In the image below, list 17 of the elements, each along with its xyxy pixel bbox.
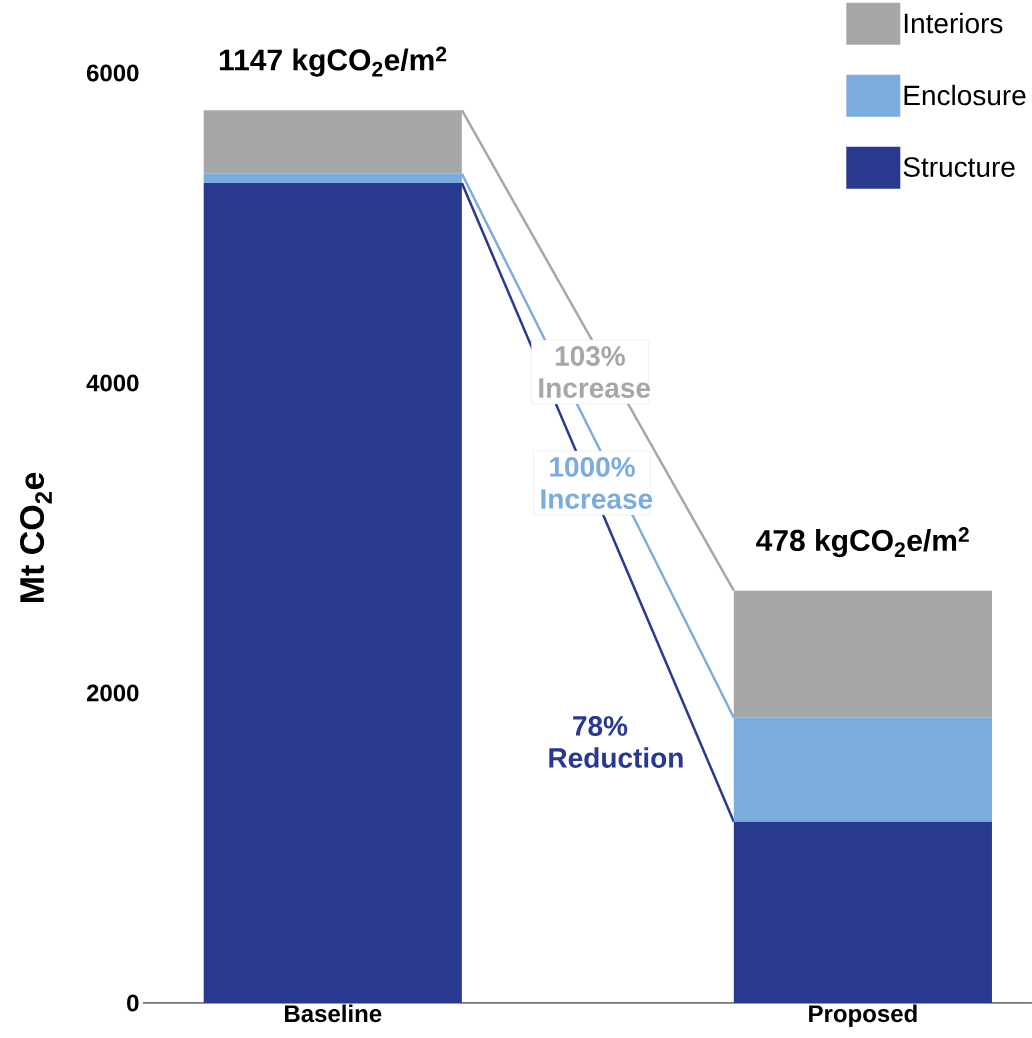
annotation: 478 kgCO$_{2}$e/m$^{2}$	[756, 527, 969, 558]
legend-label: Interiors	[904, 12, 1003, 34]
bar	[733, 821, 992, 1003]
x-tick-label: Baseline	[285, 1004, 382, 1023]
x-tick-label: Proposed	[809, 1004, 917, 1027]
y-tick-label: 4000	[86, 374, 139, 392]
y-tick-label: 0	[127, 994, 139, 1012]
y-tick-label: 2000	[86, 684, 139, 702]
legend-label: Enclosure	[904, 84, 1026, 106]
y-axis-title: Mt CO$_{2}$e	[20, 472, 52, 603]
legend-label: Structure	[903, 157, 1015, 177]
bar	[733, 717, 992, 822]
annotation: 78% Reduction	[549, 716, 683, 768]
annotation: 1000% Increase	[541, 457, 653, 509]
annotation: 1147 kgCO$_{2}$e/m$^{2}$	[219, 46, 447, 77]
y-tick-label: 6000	[86, 64, 139, 82]
annotation: 103% Increase	[539, 346, 651, 398]
